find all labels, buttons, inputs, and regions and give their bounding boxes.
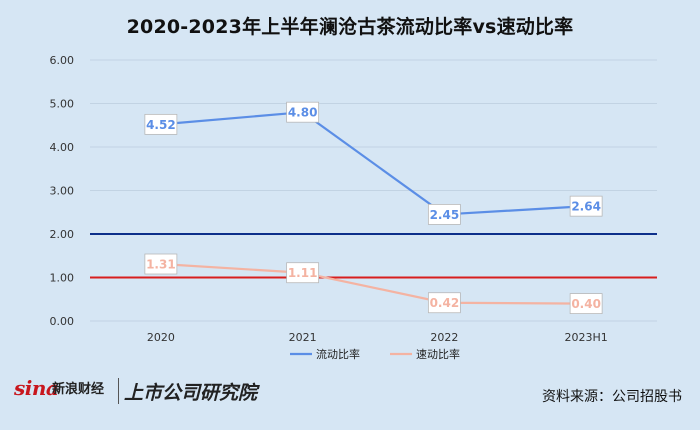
quick-ratio-data-label: 1.11 xyxy=(288,266,318,280)
quick-ratio-line xyxy=(160,262,587,305)
chart-title: 2020-2023年上半年澜沧古茶流动比率vs速动比率 xyxy=(126,16,574,38)
quick-ratio-data-label: 0.42 xyxy=(430,296,460,310)
quick-ratio-data-label: 1.31 xyxy=(146,258,176,272)
current-ratio-line xyxy=(160,111,587,216)
current-ratio-data-label: 2.45 xyxy=(430,208,460,222)
current-ratio-label-box xyxy=(569,195,603,217)
current-ratio-label-box xyxy=(144,113,178,135)
sina-logo: sina xyxy=(14,376,59,400)
source-note: 资料来源：公司招股书 xyxy=(542,389,682,405)
quick-ratio-label-box xyxy=(144,253,178,275)
x-tick-label: 2021 xyxy=(289,331,317,344)
current-ratio-label-box xyxy=(286,101,320,123)
y-tick-label: 0.00 xyxy=(50,315,75,328)
y-tick-label: 4.00 xyxy=(50,141,75,154)
y-tick-label: 1.00 xyxy=(50,272,75,285)
logo-divider xyxy=(118,378,119,404)
legend-label-current-ratio: 流动比率 xyxy=(316,347,360,361)
y-tick-label: 5.00 xyxy=(50,98,75,111)
quick-ratio-label-box xyxy=(569,293,603,315)
y-tick-label: 3.00 xyxy=(50,185,75,198)
x-tick-label: 2020 xyxy=(147,331,175,344)
current-ratio-data-label: 4.80 xyxy=(288,106,318,120)
current-ratio-data-label: 4.52 xyxy=(146,118,176,132)
legend-label-quick-ratio: 速动比率 xyxy=(416,347,460,361)
current-ratio-label-box xyxy=(427,204,461,225)
y-tick-label: 2.00 xyxy=(50,228,75,241)
y-tick-label: 6.00 xyxy=(50,54,75,67)
quick-ratio-label-box xyxy=(427,292,461,314)
institute-logo: 上市公司研究院 xyxy=(124,382,258,404)
sina-finance-logo-text: 新浪财经 xyxy=(52,382,105,397)
x-tick-label: 2023H1 xyxy=(564,331,607,344)
x-tick-label: 2022 xyxy=(430,331,458,344)
quick-ratio-label-box xyxy=(286,262,320,284)
line-chart: 0.00 1.00 2.00 3.00 4.00 5.00 6.00 2020 2021 2022… xyxy=(50,54,657,361)
quick-ratio-data-label: 0.40 xyxy=(571,297,601,311)
footer: sina 新浪财经 上市公司研究院 资料来源：公司招股书 xyxy=(0,368,700,430)
current-ratio-data-label: 2.64 xyxy=(571,200,601,214)
